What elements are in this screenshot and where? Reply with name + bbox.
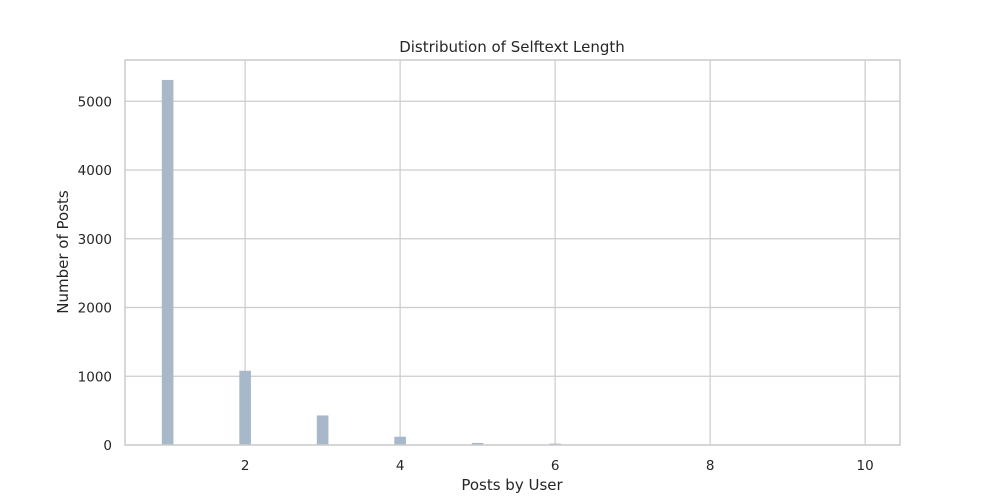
y-tick-label: 5000	[78, 94, 112, 110]
x-tick-labels: 2 4 6 8 10	[241, 458, 874, 474]
bar	[394, 436, 406, 445]
bar	[316, 415, 329, 445]
plot-frame	[124, 59, 901, 446]
x-tick-label: 10	[857, 458, 874, 474]
x-tick-label: 4	[396, 458, 405, 474]
grid	[125, 60, 900, 446]
bar	[239, 370, 251, 445]
y-tick-label: 1000	[78, 369, 112, 385]
x-tick-label: 6	[551, 458, 560, 474]
y-tick-label: 0	[103, 438, 112, 454]
bars	[161, 79, 871, 445]
bar	[161, 79, 174, 445]
y-tick-label: 4000	[78, 163, 112, 179]
y-tick-label: 3000	[78, 232, 112, 248]
x-axis-label: Posts by User	[461, 476, 563, 494]
bar	[471, 442, 484, 445]
chart-title: Distribution of Selftext Length	[399, 38, 625, 56]
y-tick-labels: 0 1000 2000 3000 4000 5000	[78, 94, 112, 454]
x-tick-label: 8	[706, 458, 715, 474]
x-tick-label: 2	[241, 458, 250, 474]
y-tick-label: 2000	[78, 301, 112, 317]
y-axis-label: Number of Posts	[54, 190, 72, 314]
